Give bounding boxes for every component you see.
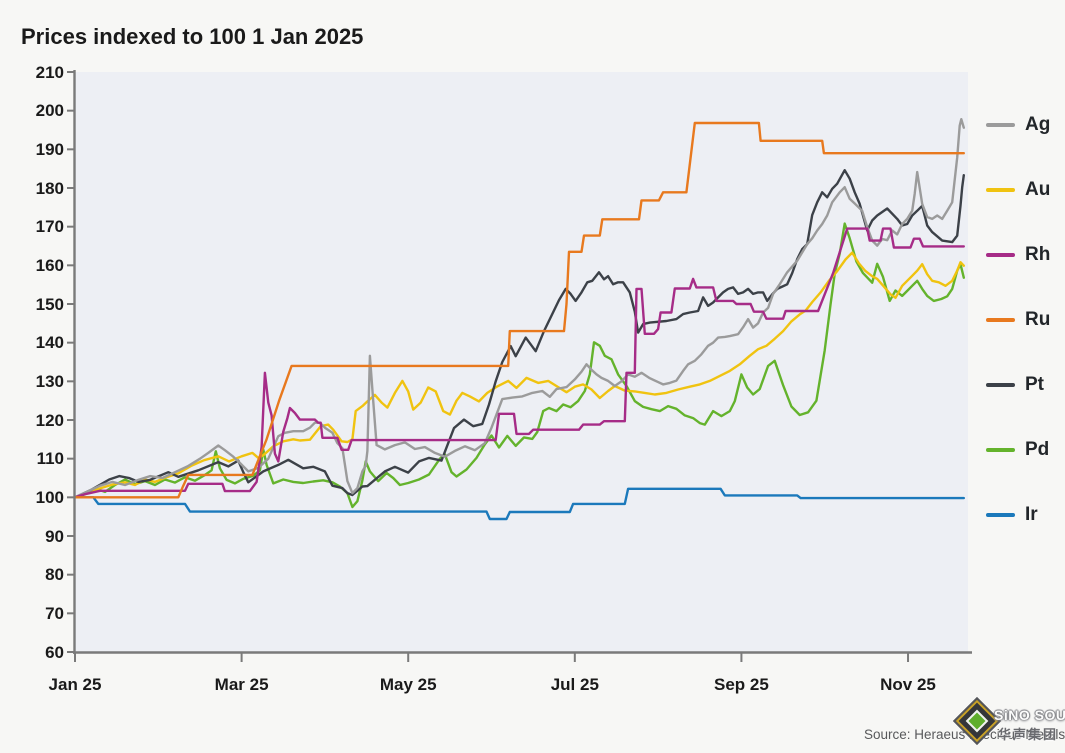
y-tick-label: 180: [35, 178, 64, 198]
y-tick-label: 70: [45, 603, 64, 623]
y-tick-label: 200: [35, 101, 64, 121]
watermark-brand-text: SiNO SOUND: [994, 707, 1065, 723]
x-tick-label: Jan 25: [48, 675, 102, 694]
y-tick-label: 210: [35, 62, 64, 82]
y-tick-label: 140: [35, 333, 64, 353]
source-attribution: Source: Heraeus Precious Metals: [864, 727, 1065, 742]
legend-label: Au: [1025, 179, 1051, 200]
legend-label: Ir: [1025, 504, 1038, 525]
y-tick-label: 170: [35, 217, 64, 237]
legend-item-pd: Pd: [986, 439, 1049, 461]
legend-item-rh: Rh: [986, 244, 1050, 266]
legend-label: Ru: [1025, 309, 1051, 330]
y-tick-label: 150: [35, 294, 64, 314]
ru-line-swatch-icon: [986, 318, 1015, 322]
legend-label: Ag: [1025, 114, 1051, 135]
legend-item-pt: Pt: [986, 374, 1044, 396]
x-tick-label: Mar 25: [214, 675, 269, 694]
y-tick-label: 110: [36, 449, 64, 469]
ag-line-swatch-icon: [986, 123, 1015, 127]
y-tick-label: 60: [45, 642, 64, 662]
rh-line-swatch-icon: [986, 253, 1015, 257]
legend-item-ru: Ru: [986, 309, 1050, 331]
y-tick-label: 90: [45, 526, 64, 546]
watermark-cn-text: 华声集团: [998, 727, 1059, 742]
x-tick-label: Nov 25: [880, 675, 936, 694]
x-tick-label: Jul 25: [550, 675, 599, 694]
y-tick-label: 160: [35, 255, 64, 275]
y-tick-label: 120: [35, 410, 64, 430]
y-tick-label: 190: [35, 139, 64, 159]
legend-item-ir: Ir: [986, 504, 1038, 526]
legend-item-ag: Ag: [986, 114, 1050, 136]
ir-line-swatch-icon: [986, 513, 1015, 517]
legend-item-au: Au: [986, 179, 1050, 201]
x-tick-label: Sep 25: [714, 675, 769, 694]
sino-sound-watermark: SiNO SOUND 华声集团: [952, 696, 1065, 753]
series-line-rh: [73, 227, 965, 499]
y-tick-label: 130: [35, 371, 64, 391]
pd-line-swatch-icon: [986, 448, 1015, 452]
series-line-ir: [73, 487, 965, 521]
series-line-pt: [73, 168, 965, 499]
pt-line-swatch-icon: [986, 383, 1015, 387]
chart-title: Prices indexed to 100 1 Jan 2025: [21, 24, 364, 49]
x-tick-label: May 25: [379, 675, 437, 694]
plot-area: [75, 72, 968, 652]
legend-label: Pd: [1025, 439, 1050, 460]
series-line-ru: [73, 121, 965, 499]
y-tick-label: 80: [45, 565, 64, 585]
y-tick-label: 100: [35, 487, 64, 507]
legend-label: Pt: [1025, 374, 1044, 395]
au-line-swatch-icon: [986, 188, 1015, 192]
legend-label: Rh: [1025, 244, 1051, 265]
